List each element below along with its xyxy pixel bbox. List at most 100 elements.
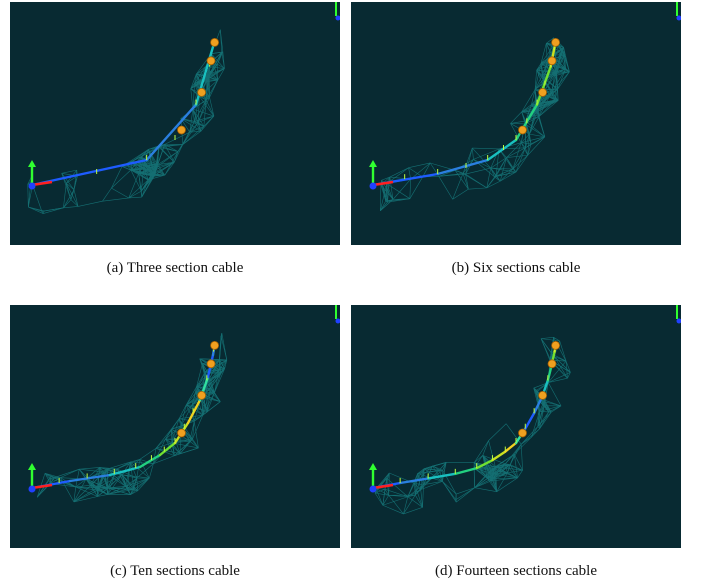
mesh-edge bbox=[197, 97, 210, 123]
mesh-edge bbox=[380, 200, 387, 211]
mesh-edge bbox=[194, 121, 199, 123]
joint-sphere bbox=[210, 38, 220, 47]
mesh-edge bbox=[382, 496, 408, 506]
mesh-edge bbox=[125, 461, 131, 487]
mesh-edge bbox=[527, 136, 546, 156]
mesh-edge bbox=[194, 121, 202, 132]
mesh-edge bbox=[164, 161, 175, 176]
mesh-edge bbox=[130, 149, 149, 171]
mesh-edge bbox=[36, 478, 51, 498]
mesh-edge bbox=[164, 144, 175, 163]
mesh-edge bbox=[126, 477, 137, 490]
mesh-edge bbox=[107, 474, 123, 495]
mesh-edge bbox=[42, 210, 45, 214]
mesh-edge bbox=[149, 463, 154, 479]
mesh-edge bbox=[500, 171, 517, 182]
mesh-edge bbox=[85, 478, 108, 489]
mesh-edge bbox=[138, 164, 145, 174]
mesh-edge bbox=[155, 438, 166, 449]
mesh-edge bbox=[439, 462, 447, 471]
mesh-edge bbox=[423, 462, 446, 470]
mesh-edge bbox=[376, 488, 385, 490]
mesh-edge bbox=[506, 154, 528, 158]
mesh-edge bbox=[178, 418, 182, 427]
mesh-edge bbox=[438, 173, 464, 177]
mesh-edge bbox=[182, 122, 199, 145]
mesh-edge bbox=[50, 477, 56, 484]
mesh-edge bbox=[130, 459, 140, 463]
joint-sphere bbox=[538, 391, 548, 400]
mesh-edge bbox=[536, 69, 556, 72]
mesh-edge bbox=[520, 142, 526, 149]
mesh-edge bbox=[380, 202, 388, 212]
mesh-edge bbox=[200, 115, 215, 132]
mesh-edge bbox=[202, 401, 221, 416]
mesh-edge bbox=[521, 89, 536, 113]
mesh-edge bbox=[540, 43, 547, 64]
mesh-edge bbox=[190, 74, 197, 89]
mesh-edge bbox=[423, 468, 425, 485]
mesh-edge bbox=[548, 377, 568, 383]
mesh-edge bbox=[153, 438, 166, 464]
mesh-edge bbox=[554, 47, 564, 72]
mesh-edge bbox=[190, 83, 195, 89]
mesh-edge bbox=[66, 175, 78, 184]
mesh-edge bbox=[107, 468, 118, 488]
mesh-edge bbox=[164, 131, 190, 145]
mesh-edge bbox=[206, 382, 221, 402]
mesh-edge bbox=[541, 337, 554, 339]
mesh-edge bbox=[219, 359, 222, 373]
mesh-edge bbox=[474, 487, 497, 493]
mesh-edge bbox=[90, 485, 98, 497]
mesh-edge bbox=[490, 167, 497, 177]
mesh-edge bbox=[201, 396, 204, 416]
mesh-edge bbox=[50, 477, 55, 480]
mesh-edge bbox=[73, 486, 77, 502]
mesh-edge bbox=[538, 99, 556, 117]
mesh-edge bbox=[535, 100, 559, 105]
mesh-edge bbox=[139, 459, 154, 464]
mesh-edge bbox=[551, 68, 566, 93]
mesh-edge bbox=[208, 368, 225, 374]
mesh-edge bbox=[506, 157, 517, 173]
joint-sphere bbox=[518, 125, 527, 135]
mesh-edge bbox=[206, 392, 215, 412]
mesh-edge bbox=[521, 142, 532, 145]
mesh-edge bbox=[534, 75, 543, 90]
mesh-edge bbox=[491, 473, 494, 479]
mesh-edge bbox=[512, 155, 528, 170]
mesh-edge bbox=[136, 459, 141, 479]
mesh-edge bbox=[219, 359, 225, 369]
mesh-edge bbox=[486, 168, 492, 188]
mesh-edge bbox=[472, 147, 491, 169]
mesh-edge bbox=[537, 405, 545, 427]
mesh-edge bbox=[512, 142, 522, 170]
mesh-edge bbox=[126, 149, 149, 165]
axis-y-arrowhead bbox=[369, 160, 377, 167]
mesh-edge bbox=[196, 363, 203, 387]
mesh-edge bbox=[121, 166, 139, 174]
mesh-edge bbox=[414, 483, 416, 496]
mesh-edge bbox=[490, 477, 518, 482]
mesh-edge bbox=[107, 486, 126, 495]
mesh-edge bbox=[44, 473, 51, 479]
mesh-edge bbox=[155, 166, 158, 170]
mesh-edge bbox=[41, 207, 64, 212]
mesh-edge bbox=[192, 415, 204, 440]
mesh-edge bbox=[514, 454, 518, 478]
mesh-edge bbox=[143, 164, 158, 168]
panel-three-section bbox=[10, 2, 340, 245]
mesh-edge bbox=[79, 468, 105, 473]
cable-section bbox=[524, 411, 536, 430]
mesh-edge bbox=[534, 78, 545, 90]
mesh-edge bbox=[202, 363, 222, 374]
joint-sphere bbox=[518, 428, 527, 438]
mesh-edge bbox=[468, 187, 487, 190]
mesh-edge bbox=[544, 73, 557, 91]
mesh-edge bbox=[539, 405, 545, 429]
mesh-edge bbox=[514, 444, 522, 455]
mesh-edge bbox=[148, 149, 158, 168]
mesh-edge bbox=[491, 477, 518, 479]
cable-section bbox=[475, 458, 494, 470]
caption-b: (b) Six sections cable bbox=[451, 260, 581, 276]
